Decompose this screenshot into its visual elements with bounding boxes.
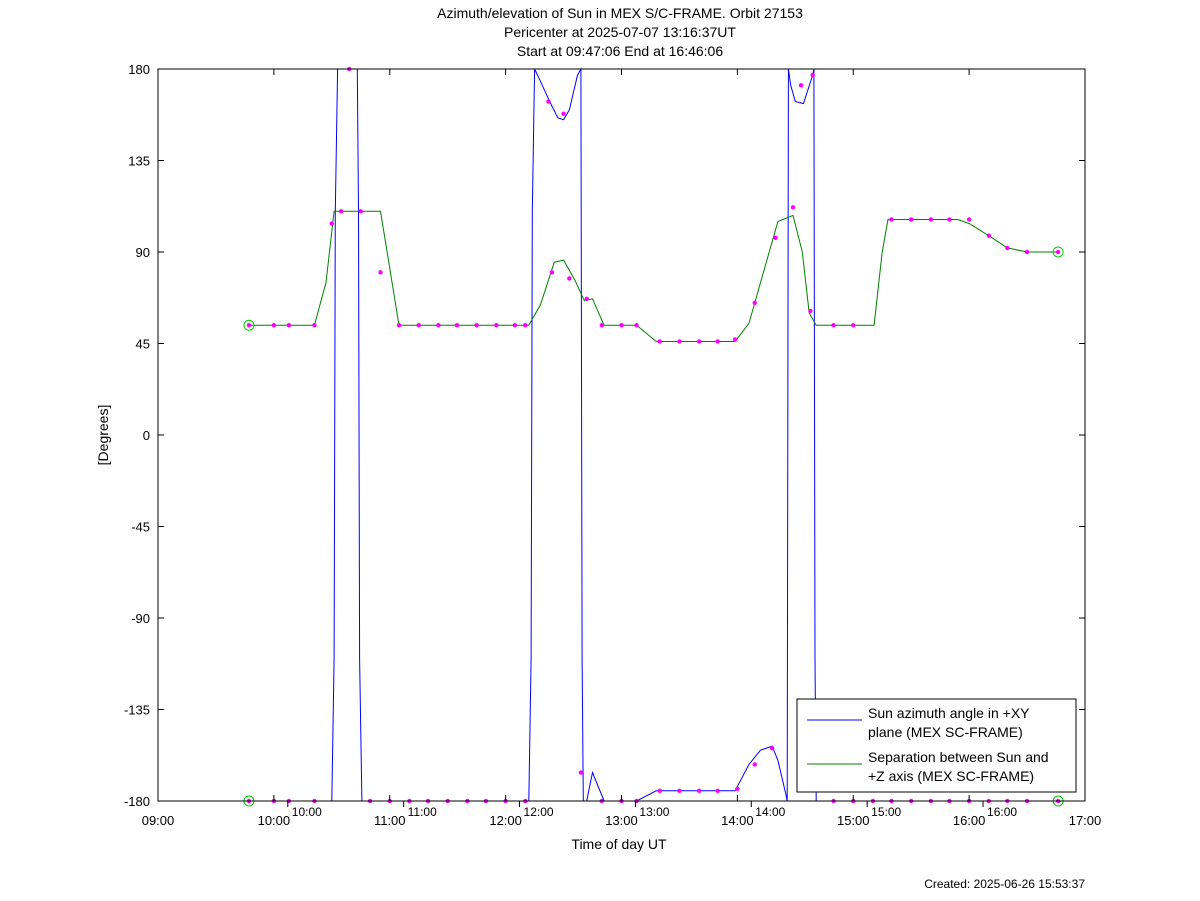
separation-point-marker	[329, 221, 335, 226]
orbit-time-label: 16:00	[987, 805, 1017, 819]
separation-point-marker	[1024, 249, 1030, 255]
separation-point-marker	[378, 270, 383, 275]
azimuth-point-marker	[677, 788, 682, 794]
separation-point-marker	[584, 296, 589, 301]
separation-point-marker	[696, 339, 702, 344]
separation-point-marker	[494, 323, 499, 328]
azimuth-point-marker	[657, 788, 662, 794]
azimuth-point-marker	[696, 788, 702, 794]
separation-point-marker	[908, 217, 914, 222]
y-tick-label: 180	[128, 62, 150, 77]
x-tick-label: 12:00	[489, 813, 522, 828]
separation-point-marker	[246, 323, 252, 328]
azimuth-point-marker	[810, 72, 815, 78]
chart-subtitle-time-range: Start at 09:47:06 End at 16:46:06	[516, 43, 724, 59]
separation-point-marker	[512, 323, 518, 328]
y-tick-label: 135	[128, 154, 150, 169]
y-tick-label: 90	[136, 245, 150, 260]
separation-point-marker	[677, 339, 682, 344]
endpoint-circle-marker	[1052, 246, 1064, 258]
endpoint-circle-marker	[243, 319, 255, 331]
separation-point-marker	[889, 217, 894, 222]
legend-label: Sun azimuth angle in +XY	[868, 705, 1030, 721]
azimuth-point-marker	[561, 111, 566, 116]
separation-point-marker	[966, 217, 972, 222]
created-timestamp: Created: 2025-06-26 15:53:37	[924, 877, 1085, 891]
separation-point-marker	[454, 323, 460, 328]
x-tick-label: 10:00	[258, 813, 291, 828]
separation-point-marker	[808, 308, 813, 314]
separation-point-marker	[312, 323, 317, 328]
legend: Sun azimuth angle in +XY plane (MEX SC-FR…	[796, 698, 1077, 793]
separation-point-marker	[358, 209, 363, 214]
x-tick-label: 09:00	[142, 813, 175, 828]
legend-label: plane (MEX SC-FRAME)	[868, 724, 1023, 740]
orbit-time-label: 14:00	[755, 805, 785, 819]
separation-point-marker	[599, 323, 605, 328]
separation-point-marker	[474, 323, 479, 328]
separation-point-marker	[436, 323, 441, 328]
separation-point-marker	[947, 217, 952, 222]
x-tick-label: 13:00	[605, 813, 638, 828]
y-tick-label: 0	[143, 428, 150, 443]
separation-point-marker	[773, 235, 778, 240]
orbit-time-label: 15:00	[871, 805, 901, 819]
separation-point-marker	[986, 233, 992, 238]
y-tick-label: -135	[124, 703, 150, 718]
azimuth-point-marker	[769, 745, 775, 751]
separation-point-marker	[549, 270, 555, 275]
chart-subtitle-pericenter: Pericenter at 2025-07-07 13:16:37UT	[504, 24, 736, 40]
separation-point-marker	[396, 323, 402, 328]
y-tick-label: -45	[131, 520, 150, 535]
azimuth-point-marker	[798, 83, 804, 88]
azimuth-point-marker	[546, 99, 551, 104]
separation-point-marker	[732, 337, 738, 342]
x-tick-label: 14:00	[721, 813, 754, 828]
y-tick-label: -90	[131, 611, 150, 626]
separation-point-marker	[752, 300, 757, 306]
legend-label: +Z axis (MEX SC-FRAME)	[868, 768, 1034, 784]
separation-point-marker	[619, 323, 624, 328]
chart-title: Azimuth/elevation of Sun in MEX S/C-FRAM…	[437, 5, 803, 21]
legend-box	[796, 698, 1077, 793]
separation-point-marker	[715, 339, 720, 344]
separation-point-marker	[416, 323, 421, 328]
separation-point-marker	[286, 323, 292, 328]
azimuth-point-marker	[735, 786, 740, 791]
legend-label: Separation between Sun and	[868, 749, 1049, 765]
azimuth-series-line	[249, 67, 1059, 802]
azimuth-point-marker	[715, 788, 720, 794]
orbit-time-label: 12:00	[524, 805, 554, 819]
separation-point-marker	[523, 323, 528, 328]
separation-point-marker	[790, 205, 796, 210]
separation-point-marker	[634, 323, 639, 328]
separation-point-marker	[851, 323, 856, 328]
y-tick-label: 45	[136, 337, 150, 352]
y-tick-label: -180	[124, 794, 150, 809]
separation-point-marker	[1005, 245, 1010, 251]
azimuth-point-marker	[578, 770, 584, 775]
x-tick-label: 11:00	[374, 813, 406, 828]
separation-point-marker	[928, 217, 934, 222]
separation-point-marker	[831, 323, 836, 328]
x-axis-label: Time of day UT	[571, 836, 667, 852]
orbit-time-label: 10:00	[292, 805, 322, 819]
plot-frame	[157, 68, 1086, 802]
separation-point-marker	[271, 323, 277, 328]
orbit-time-label: 13:00	[639, 805, 669, 819]
separation-point-marker	[567, 276, 572, 281]
separation-point-marker	[1055, 249, 1061, 255]
x-tick-label: 16:00	[953, 813, 986, 828]
orbit-time-label: 11:00	[408, 805, 437, 819]
separation-point-marker	[338, 209, 344, 214]
x-tick-label: 15:00	[837, 813, 870, 828]
y-axis-label: [Degrees]	[95, 405, 111, 466]
x-tick-label: 17:00	[1069, 813, 1102, 828]
separation-point-marker	[657, 339, 662, 344]
separation-series-line	[249, 210, 1059, 342]
azimuth-point-marker	[752, 762, 757, 767]
